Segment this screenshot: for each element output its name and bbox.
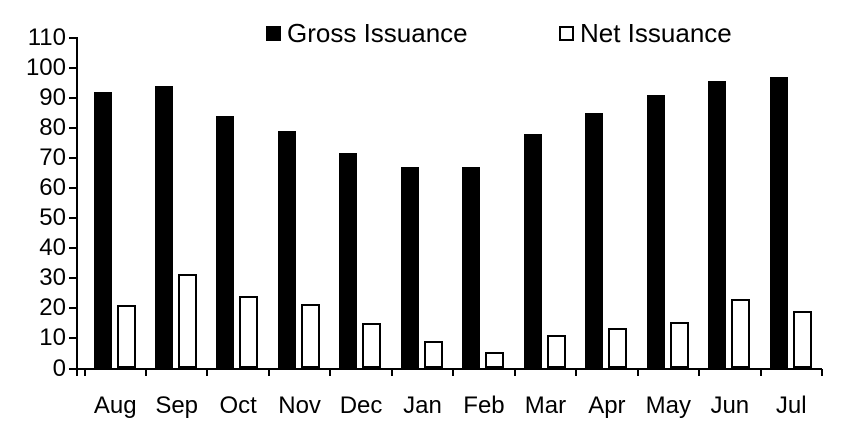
gross-issuance-bar [462,166,481,369]
y-axis-tick-label: 60 [39,173,66,201]
y-axis-tick-label: 90 [39,83,66,111]
net-issuance-bar [177,273,197,369]
y-axis-line [76,37,78,376]
gross-issuance-bar [277,130,296,369]
y-axis-tick-label: 0 [52,354,66,382]
x-axis-tick [206,368,209,376]
x-axis-tick [144,368,147,376]
legend-item-net-issuance: Net Issuance [559,20,732,46]
y-axis-tick-label: 100 [25,53,66,81]
x-axis-tick [83,368,86,376]
y-axis-tick [69,307,76,310]
x-axis-tick-label: Oct [219,392,257,419]
gross-issuance-bar [585,112,604,369]
net-issuance-bar [669,321,689,369]
x-axis-tick-label: Aug [93,392,137,419]
x-axis-tick-label: May [645,392,692,419]
x-axis-tick-label: Mar [524,392,567,419]
y-axis-tick-label: 80 [39,113,66,141]
y-axis-tick [69,126,76,129]
y-axis-tick-label: 40 [39,234,66,262]
x-axis-tick [821,368,823,376]
x-axis-tick [267,368,270,376]
x-axis-tick-label: Nov [278,392,321,419]
y-axis-tick-label: 20 [39,294,66,322]
y-axis-tick-label: 110 [27,23,66,51]
x-axis-tick [575,368,578,376]
y-axis-tick [69,217,76,220]
y-axis-tick [69,186,76,189]
x-axis-tick-label: Sep [155,392,199,419]
net-issuance-bar [792,311,812,369]
legend-item-gross-issuance: Gross Issuance [266,20,468,46]
gross-issuance-bar [708,81,727,369]
gross-issuance-swatch-icon [266,25,281,41]
net-issuance-bar [362,323,382,369]
gross-issuance-bar [523,133,542,369]
y-axis-tick-label: 30 [39,264,66,292]
x-axis-tick [636,368,639,376]
gross-issuance-bar [154,85,173,369]
y-axis-tick-label: 70 [39,143,66,171]
net-issuance-bar [116,305,136,369]
net-issuance-bar [731,299,751,369]
gross-issuance-bar [400,166,419,369]
y-axis-tick [69,247,76,250]
gross-issuance-bar [646,94,665,369]
y-axis-tick [69,337,76,340]
x-axis-tick-label: Feb [463,392,505,419]
legend-label-gross-issuance: Gross Issuance [287,18,468,48]
x-axis-tick [452,368,455,376]
x-axis-tick [698,368,701,376]
x-axis-tick-label: Jun [710,392,750,419]
x-axis-tick [759,368,762,376]
gross-issuance-bar [216,115,235,369]
y-axis-tick [69,36,76,39]
net-issuance-bar [239,296,259,369]
net-issuance-bar [423,341,443,369]
x-axis-tick [329,368,332,376]
x-axis-tick-label: Jul [775,392,807,419]
y-axis-tick [69,367,76,370]
x-axis-tick-label: Jan [403,392,442,419]
x-axis-tick [390,368,393,376]
x-axis-tick-label: Dec [339,392,383,419]
net-issuance-bar [485,351,505,369]
net-issuance-bar [546,335,566,369]
y-axis-tick [69,277,76,280]
y-axis-tick [69,156,76,159]
x-axis-line [76,367,822,370]
gross-issuance-bar [93,91,112,369]
y-axis-tick [69,96,76,99]
net-issuance-bar [300,303,320,369]
gross-issuance-bar [769,76,788,369]
x-axis-tick [513,368,516,376]
legend-label-net-issuance: Net Issuance [580,18,732,48]
y-axis-tick-label: 50 [39,204,66,232]
y-axis-tick [69,66,76,69]
x-axis-tick-label: Apr [588,392,626,419]
gross-issuance-bar [339,153,358,369]
net-issuance-bar [608,327,628,369]
y-axis-tick-label: 10 [39,324,66,352]
net-issuance-swatch-icon [559,25,574,41]
